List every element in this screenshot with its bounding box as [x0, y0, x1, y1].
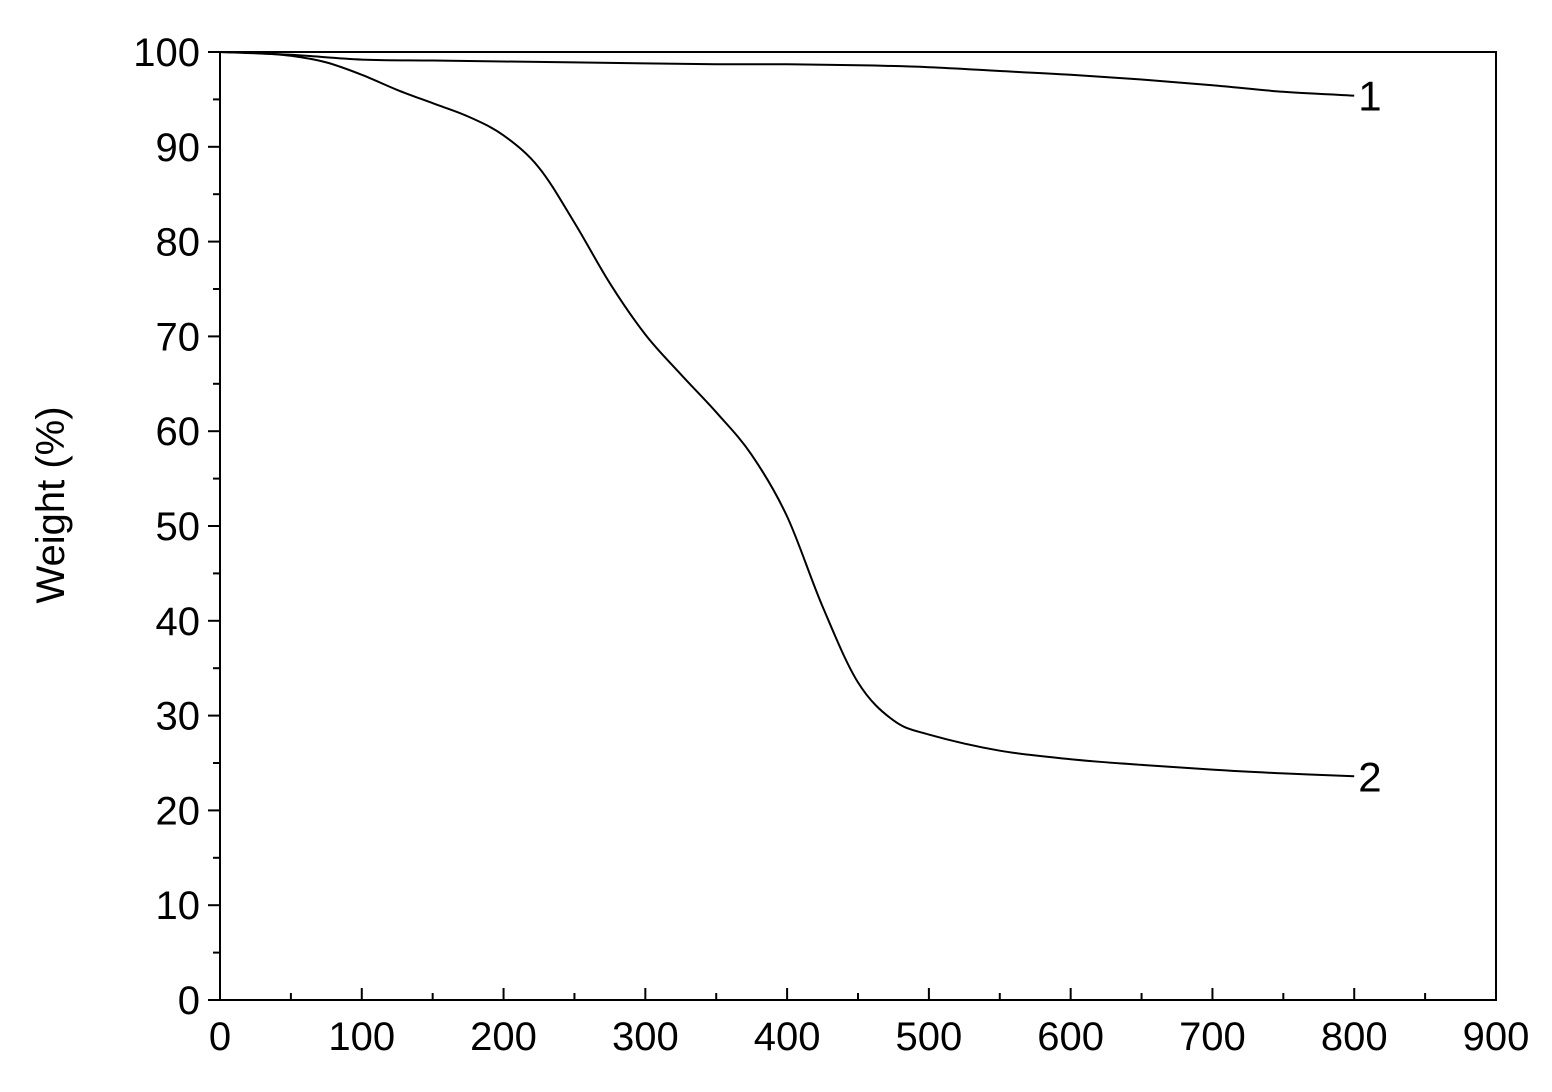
x-tick-label: 500 [896, 1015, 963, 1059]
x-tick-label: 200 [470, 1015, 537, 1059]
x-tick-label: 600 [1037, 1015, 1104, 1059]
series-2-line [219, 51, 1355, 778]
y-tick-label: 100 [133, 31, 200, 75]
y-tick-label: 30 [156, 695, 201, 739]
x-axis: 0 100 200 300 400 500 600 700 800 900 [209, 988, 1530, 1059]
y-tick-label: 90 [156, 126, 201, 170]
y-tick-label: 60 [156, 410, 201, 454]
x-tick-label: 800 [1321, 1015, 1388, 1059]
series-1-line [219, 51, 1355, 97]
x-tick-label: 300 [612, 1015, 679, 1059]
x-tick-label: 400 [754, 1015, 821, 1059]
series-2-label: 2 [1358, 753, 1381, 800]
series-1-label: 1 [1358, 73, 1381, 120]
y-tick-label: 50 [156, 505, 201, 549]
x-tick-label: 100 [328, 1015, 395, 1059]
x-tick-label: 0 [209, 1015, 231, 1059]
y-tick-label: 40 [156, 600, 201, 644]
y-tick-label: 10 [156, 884, 201, 928]
plot-frame [219, 51, 1497, 1001]
x-tick-label: 700 [1179, 1015, 1246, 1059]
y-tick-label: 70 [156, 315, 201, 359]
y-axis-title: Weight (%) [29, 406, 73, 603]
y-axis: 0 10 20 30 40 50 60 70 80 90 100 [133, 31, 220, 1023]
x-tick-label: 900 [1463, 1015, 1530, 1059]
y-tick-label: 80 [156, 221, 201, 265]
y-tick-label: 20 [156, 789, 201, 833]
series-lines: 12 [219, 51, 1382, 800]
y-tick-label: 0 [178, 979, 200, 1023]
